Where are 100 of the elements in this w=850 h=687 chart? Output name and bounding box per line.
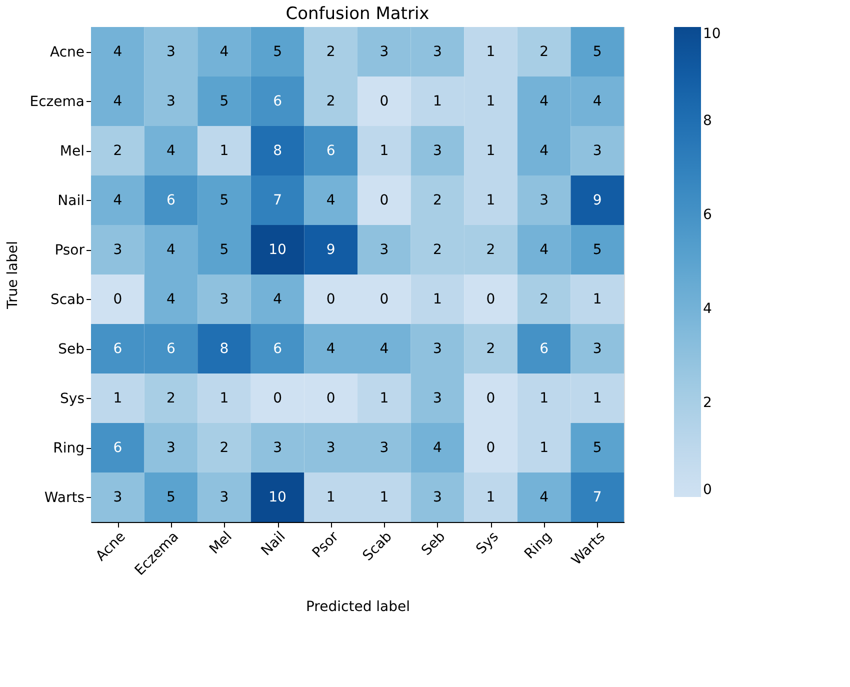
data-label: 4	[540, 489, 549, 506]
data-label: 3	[432, 489, 442, 506]
data-label: 0	[113, 291, 122, 308]
data-label: 2	[166, 390, 176, 406]
data-label: 5	[592, 242, 602, 258]
data-label: 1	[113, 390, 122, 406]
data-label: 2	[486, 242, 496, 258]
data-label: 0	[326, 291, 336, 308]
data-label: 3	[592, 340, 602, 357]
data-label: 3	[166, 93, 176, 110]
data-label: 0	[380, 93, 389, 110]
data-label: 1	[592, 291, 602, 308]
data-label: 3	[380, 44, 389, 60]
data-label: 5	[220, 242, 229, 258]
x-tick-label: Mel	[206, 528, 236, 558]
data-label: 4	[273, 291, 282, 308]
data-label: 3	[432, 390, 442, 406]
data-label: 4	[326, 192, 336, 208]
data-label: 1	[540, 390, 549, 406]
data-label: 3	[220, 489, 229, 506]
data-label: 3	[166, 440, 176, 456]
data-label: 4	[380, 340, 389, 357]
y-tick-label: Nail	[58, 192, 84, 209]
data-label: 5	[166, 489, 176, 506]
data-label: 5	[220, 192, 229, 208]
data-label: 0	[486, 291, 496, 308]
x-tick-label: Sys	[473, 528, 502, 558]
color-bar-label: 6	[703, 207, 712, 223]
data-label: 9	[592, 192, 602, 208]
data-label: 7	[273, 192, 282, 208]
data-label: 1	[486, 192, 496, 208]
data-label: 1	[326, 489, 336, 506]
data-label: 0	[273, 390, 282, 406]
y-axis-title: True label	[4, 240, 21, 310]
data-label: 3	[273, 440, 282, 456]
data-label: 6	[113, 440, 122, 456]
data-label: 1	[540, 440, 549, 456]
data-label: 5	[592, 44, 602, 60]
data-label: 1	[486, 93, 496, 110]
data-label: 3	[432, 44, 442, 60]
data-label: 1	[486, 489, 496, 506]
data-label: 4	[113, 44, 122, 60]
chart-title: Confusion Matrix	[286, 4, 430, 24]
data-label: 4	[166, 242, 176, 258]
data-label: 4	[166, 142, 176, 159]
data-label: 8	[220, 340, 229, 357]
y-tick-label: Sys	[60, 390, 84, 407]
data-label: 4	[540, 93, 549, 110]
y-tick-label: Seb	[58, 341, 85, 358]
data-label: 2	[540, 44, 549, 60]
color-bar-label: 0	[703, 482, 712, 498]
data-label: 3	[592, 142, 602, 159]
data-label: 7	[592, 489, 602, 506]
y-tick-label: Mel	[60, 143, 84, 160]
data-label: 2	[220, 440, 229, 456]
data-label: 2	[432, 192, 442, 208]
data-label: 1	[220, 390, 229, 406]
data-label: 3	[113, 242, 122, 258]
data-label: 3	[380, 440, 389, 456]
y-tick-label: Acne	[50, 44, 84, 60]
data-label: 0	[326, 390, 336, 406]
data-label: 4	[113, 192, 122, 208]
data-label: 6	[166, 340, 176, 357]
data-label: 5	[220, 93, 229, 110]
data-label: 8	[273, 142, 282, 159]
data-label: 2	[486, 340, 496, 357]
y-tick-label: Warts	[44, 490, 84, 506]
data-label: 4	[592, 93, 602, 110]
data-label: 1	[432, 291, 442, 308]
data-label: 6	[540, 340, 549, 357]
data-label: 0	[486, 390, 496, 406]
data-label: 0	[380, 192, 389, 208]
data-label: 5	[273, 44, 282, 60]
data-label: 3	[380, 242, 389, 258]
color-bar-label: 2	[703, 395, 712, 411]
y-tick-label: Ring	[53, 440, 84, 456]
data-label: 3	[166, 44, 176, 60]
data-label: 1	[486, 142, 496, 159]
data-label: 6	[166, 192, 176, 208]
data-label: 3	[432, 142, 442, 159]
data-label: 6	[273, 340, 282, 357]
data-label: 4	[540, 142, 549, 159]
data-label: 1	[486, 44, 496, 60]
data-label: 6	[113, 340, 122, 357]
data-label: 1	[432, 93, 442, 110]
data-label: 5	[592, 440, 602, 456]
data-label: 2	[432, 242, 442, 258]
color-bar-label: 10	[703, 26, 721, 42]
data-label: 10	[268, 242, 286, 258]
y-tick-label: Scab	[50, 292, 85, 308]
color-bar-label: 8	[703, 113, 712, 129]
data-label: 1	[220, 142, 229, 159]
x-axis-title: Predicted label	[306, 599, 410, 616]
data-label: 4	[540, 242, 549, 258]
x-tick-label: Seb	[418, 528, 449, 559]
data-label: 2	[326, 93, 336, 110]
data-label: 1	[380, 142, 389, 159]
data-label: 3	[432, 340, 442, 357]
data-label: 0	[486, 440, 496, 456]
data-label: 3	[540, 192, 549, 208]
